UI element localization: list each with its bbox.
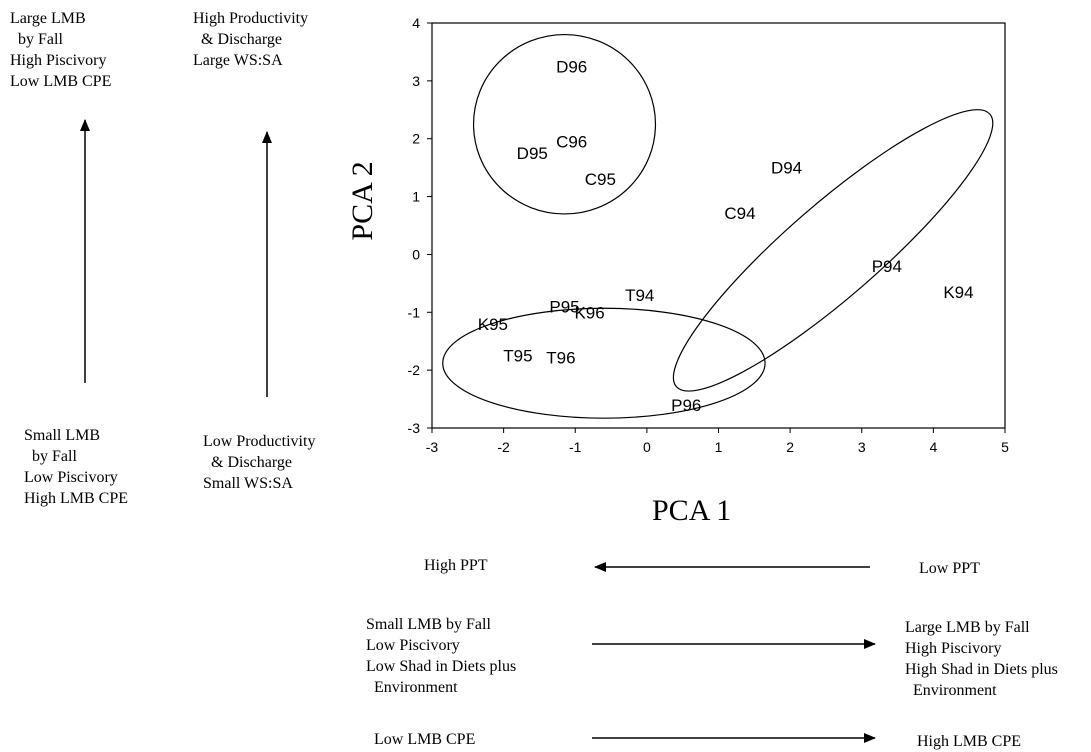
y-tick-label: 1 <box>412 189 420 205</box>
note-large-lmb-by-fall: Large LMB by Fall High Piscivory High Sh… <box>905 619 1058 699</box>
point-label-p96: P96 <box>671 396 701 415</box>
point-label-k96: K96 <box>574 303 604 322</box>
x-tick-label: 5 <box>1001 439 1009 455</box>
point-label-p95: P95 <box>549 298 579 317</box>
note-small-lmb: Small LMB by Fall Low Piscivory High LMB… <box>24 427 129 507</box>
point-label-t95: T95 <box>503 347 532 366</box>
note-high-lmb-cpe: High LMB CPE <box>917 733 1022 750</box>
y-tick-label: 3 <box>412 73 420 89</box>
x-tick-label: -3 <box>426 439 439 455</box>
x-tick-label: 2 <box>786 439 794 455</box>
x-tick-label: 4 <box>929 439 937 455</box>
y-tick-label: -2 <box>408 362 421 378</box>
note-low-lmb-cpe: Low LMB CPE <box>374 731 476 748</box>
x-tick-label: 1 <box>715 439 723 455</box>
point-label-c94: C94 <box>724 204 755 223</box>
point-label-k95: K95 <box>478 315 508 334</box>
point-label-d95: D95 <box>517 144 548 163</box>
group-ellipse-1 <box>472 33 657 215</box>
point-label-t96: T96 <box>546 348 575 367</box>
x-tick-label: -2 <box>497 439 510 455</box>
y-axis-title: PCA 2 <box>346 161 379 241</box>
point-label-c95: C95 <box>585 170 616 189</box>
group-ellipse-3 <box>442 307 766 419</box>
point-label-k94: K94 <box>943 283 973 302</box>
note-high-ppt: High PPT <box>424 557 488 574</box>
note-small-lmb-by-fall: Small LMB by Fall Low Piscivory Low Shad… <box>366 616 517 696</box>
point-label-p94: P94 <box>872 257 902 276</box>
x-axis-title: PCA 1 <box>652 494 732 527</box>
point-label-d94: D94 <box>771 159 802 178</box>
plot-frame <box>431 22 1006 429</box>
y-tick-label: -1 <box>408 304 421 320</box>
y-tick-label: 4 <box>412 15 420 31</box>
group-ellipse-2 <box>672 109 994 392</box>
y-tick-label: 0 <box>412 246 420 262</box>
note-large-lmb: Large LMB by Fall High Piscivory Low LMB… <box>10 10 112 90</box>
y-tick-label: 2 <box>412 131 420 147</box>
x-tick-label: 0 <box>643 439 651 455</box>
note-high-productivity: High Productivity & Discharge Large WS:S… <box>193 10 309 69</box>
point-label-c96: C96 <box>556 133 587 152</box>
point-label-t94: T94 <box>625 286 654 305</box>
point-label-d96: D96 <box>556 57 587 76</box>
note-low-productivity: Low Productivity & Discharge Small WS:SA <box>203 433 316 492</box>
x-tick-label: 3 <box>858 439 866 455</box>
note-low-ppt: Low PPT <box>919 560 980 577</box>
x-tick-label: -1 <box>569 439 582 455</box>
y-tick-label: -3 <box>408 420 421 436</box>
